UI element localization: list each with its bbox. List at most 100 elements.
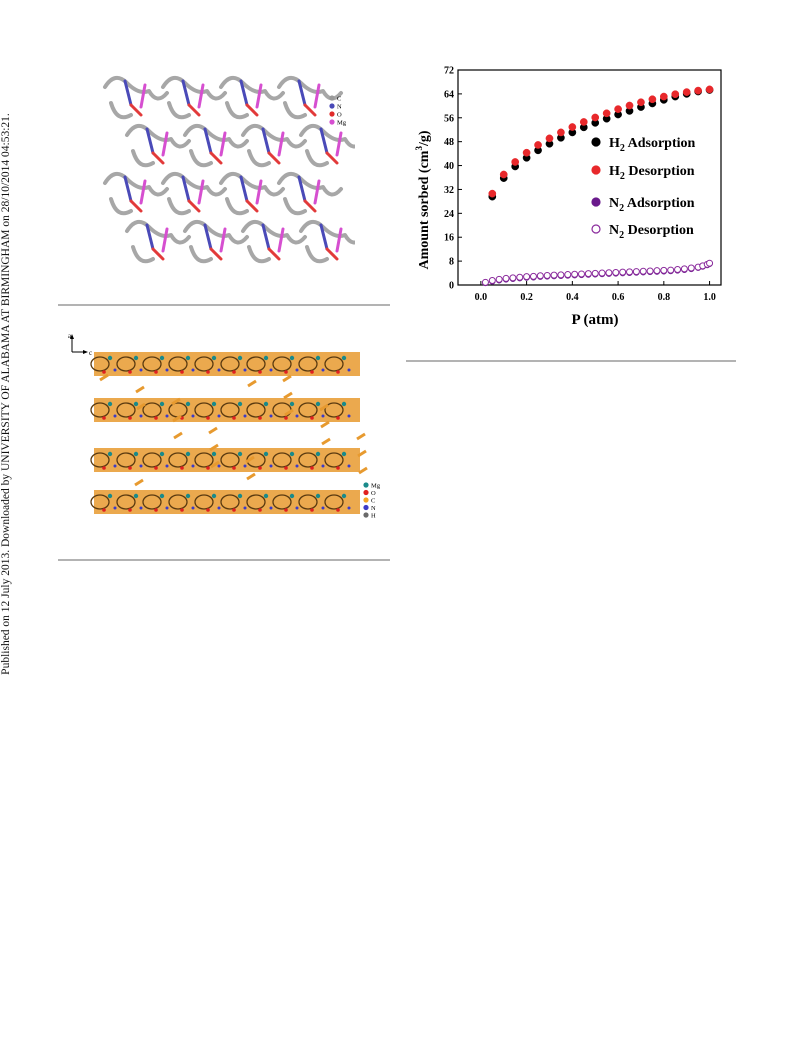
x-tick-label: 0.2	[520, 292, 533, 303]
data-point-h2-desorption	[522, 148, 531, 157]
axis-c-label: c	[89, 349, 92, 357]
legend-dot-n	[329, 103, 335, 109]
data-point-n2-desorption	[653, 267, 661, 275]
legend-dot-c	[363, 497, 369, 503]
legend-dot-o	[363, 489, 369, 496]
x-tick-label: 0.4	[566, 292, 579, 303]
legend-label-mg: Mg	[337, 120, 347, 127]
legend-marker-3	[591, 224, 601, 234]
data-point-n2-desorption	[550, 271, 558, 279]
data-point-n2-desorption	[523, 273, 531, 281]
download-stamp: Published on 12 July 2013. Downloaded by…	[0, 113, 12, 675]
legend-dot-mg	[329, 119, 335, 125]
legend-dot-h	[363, 512, 369, 518]
data-point-n2-desorption	[674, 265, 682, 273]
data-point-h2-desorption	[499, 170, 508, 179]
data-point-n2-desorption	[660, 266, 668, 274]
y-tick-label: 48	[444, 137, 454, 148]
data-point-n2-desorption	[667, 266, 675, 274]
data-point-h2-desorption	[511, 158, 520, 166]
data-point-h2-desorption	[682, 88, 691, 96]
data-point-n2-desorption	[509, 274, 517, 282]
legend-dot-n	[363, 504, 369, 511]
data-point-n2-desorption	[646, 267, 654, 275]
data-point-n2-desorption	[639, 267, 647, 275]
data-point-h2-desorption	[637, 98, 645, 107]
data-point-n2-desorption	[706, 259, 714, 267]
y-tick-label: 8	[449, 257, 454, 268]
legend-label-c: C	[371, 498, 375, 505]
legend-label-n2-desorption: N2 Desorption	[609, 223, 694, 241]
data-point-n2-desorption	[481, 278, 489, 286]
legend-label-n: N	[371, 505, 376, 512]
data-point-h2-desorption	[568, 123, 577, 131]
data-point-h2-desorption	[545, 134, 554, 143]
x-tick-label: 0.0	[475, 292, 488, 303]
data-point-h2-desorption	[557, 128, 565, 137]
legend-label-h: H	[371, 513, 376, 520]
legend-marker-0	[591, 137, 601, 147]
y-tick-label: 32	[444, 185, 454, 196]
divider-left-2	[58, 559, 390, 561]
data-point-h2-desorption	[602, 109, 611, 118]
divider-left-1	[58, 304, 390, 306]
data-point-n2-desorption	[564, 271, 572, 279]
data-point-h2-desorption	[648, 95, 657, 104]
data-point-n2-desorption	[488, 277, 496, 285]
data-point-h2-desorption	[579, 118, 588, 126]
legend-label-mg: Mg	[371, 483, 381, 490]
legend-label-c: C	[337, 96, 341, 103]
y-tick-label: 0	[449, 281, 454, 292]
axis-a-label: a	[68, 332, 72, 340]
data-point-h2-desorption	[488, 189, 497, 198]
y-tick-label: 64	[444, 89, 454, 100]
sorption-isotherm-chart: 0 8 16 24 32 40 48 56 64 72 0.0 0.2 0.4 0.6 0.8 1.0 H2 …	[414, 66, 722, 328]
data-point-n2-desorption	[632, 268, 640, 276]
legend-label-n: N	[337, 104, 342, 111]
data-point-h2-desorption	[534, 141, 542, 149]
data-point-n2-desorption	[543, 271, 551, 279]
legend-label-o: O	[337, 112, 342, 119]
y-tick-label: 24	[444, 209, 454, 220]
legend-dot-c	[329, 95, 335, 101]
data-point-h2-desorption	[591, 113, 600, 122]
data-point-h2-desorption	[614, 105, 622, 113]
data-point-h2-desorption	[625, 101, 634, 110]
y-axis-label: Amount sorbed (cm3/g)	[414, 130, 432, 269]
x-axis-label: P (atm)	[571, 312, 618, 328]
legend-label-h2-desorption: H2 Desorption	[609, 164, 695, 182]
data-point-n2-desorption	[619, 268, 627, 276]
data-point-h2-desorption	[671, 90, 680, 99]
data-point-h2-desorption	[705, 85, 714, 94]
data-point-n2-desorption	[680, 265, 688, 273]
plot-frame	[457, 69, 722, 286]
legend-label-o: O	[371, 490, 376, 497]
data-point-n2-desorption	[529, 272, 537, 280]
legend-label-n2-adsorption: N2 Adsorption	[609, 196, 695, 214]
data-point-n2-desorption	[536, 272, 544, 280]
legend-marker-2	[591, 197, 601, 207]
data-point-n2-desorption	[584, 270, 592, 278]
y-tick-label: 56	[444, 113, 454, 124]
y-tick-label: 72	[444, 66, 454, 77]
data-point-n2-desorption	[557, 271, 565, 279]
legend-marker-1	[591, 165, 601, 175]
data-point-n2-desorption	[577, 270, 585, 278]
axis-indicator: a c	[68, 332, 92, 357]
legend-dot-mg	[363, 482, 369, 488]
data-point-n2-desorption	[605, 269, 613, 277]
data-point-n2-desorption	[612, 268, 620, 276]
y-tick-label: 40	[444, 161, 454, 172]
data-point-n2-desorption	[495, 275, 503, 283]
data-point-n2-desorption	[571, 270, 579, 278]
y-tick-label: 16	[444, 233, 454, 244]
legend-dot-o	[329, 111, 335, 117]
data-point-n2-desorption	[502, 274, 510, 282]
data-point-h2-desorption	[659, 92, 668, 101]
divider-right	[406, 360, 736, 362]
data-point-n2-desorption	[626, 268, 634, 276]
data-point-h2-desorption	[694, 86, 702, 95]
data-point-n2-desorption	[687, 264, 695, 272]
